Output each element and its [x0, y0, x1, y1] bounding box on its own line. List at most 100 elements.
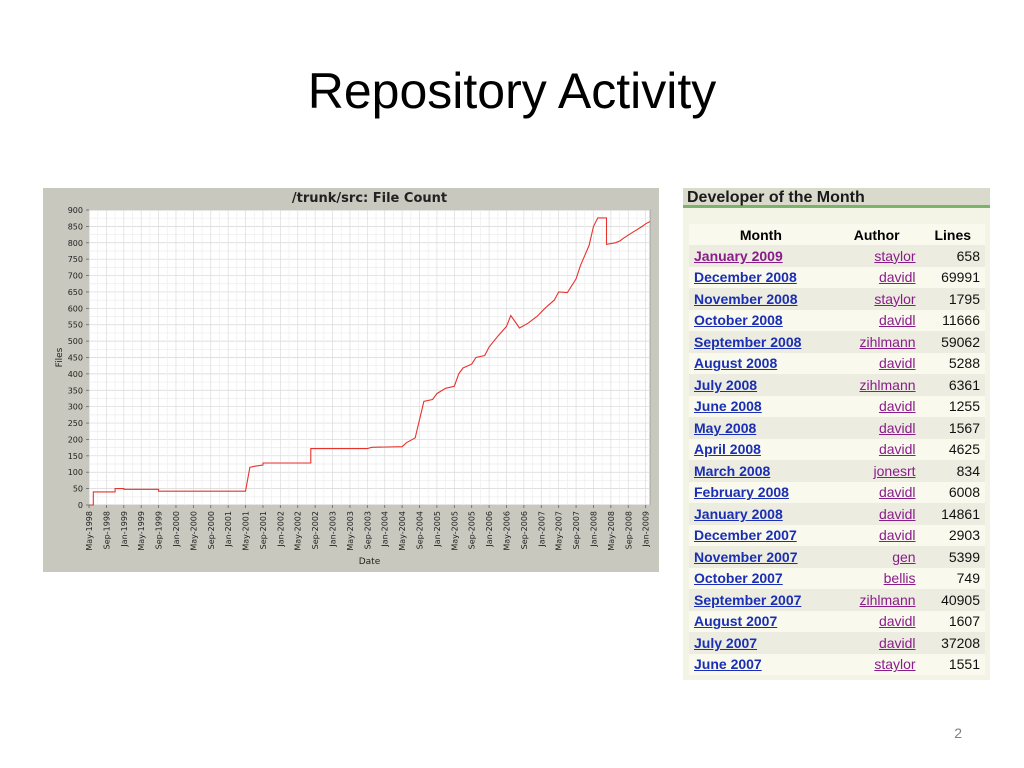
lines-value: 2903 — [948, 527, 980, 544]
author-link[interactable]: davidl — [878, 398, 916, 415]
author-link[interactable]: jonesrt — [873, 462, 916, 479]
y-tick-label: 750 — [68, 255, 83, 264]
author-link[interactable]: zihlmann — [859, 376, 916, 393]
table-row: December 2007 davidl 2903 — [689, 524, 985, 546]
lines-value-cell: 1255 — [920, 395, 985, 417]
author-link[interactable]: davidl — [878, 613, 916, 630]
month-link-cell: September 2007 — [689, 589, 833, 611]
lines-value: 1551 — [948, 656, 980, 673]
month-link[interactable]: January 2008 — [694, 505, 783, 522]
x-tick-label: Jan-2006 — [485, 511, 494, 548]
author-link[interactable]: bellis — [883, 570, 916, 587]
author-link[interactable]: davidl — [878, 269, 916, 286]
author-link-cell: staylor — [832, 653, 921, 675]
x-tick-label: Sep-1999 — [155, 511, 164, 549]
month-link-cell: June 2008 — [689, 395, 833, 417]
month-link[interactable]: July 2008 — [694, 376, 758, 393]
lines-value: 6008 — [948, 484, 980, 501]
x-tick-label: May-2003 — [346, 511, 355, 551]
author-link[interactable]: zihlmann — [859, 333, 916, 350]
lines-value: 5288 — [948, 355, 980, 372]
lines-value: 1567 — [948, 419, 980, 436]
author-link-cell: staylor — [832, 245, 921, 267]
x-tick-label: Jan-1999 — [120, 511, 129, 548]
author-link-cell: gen — [832, 546, 921, 568]
month-link[interactable]: October 2007 — [694, 570, 783, 587]
month-link[interactable]: May 2008 — [694, 419, 757, 436]
lines-value: 59062 — [941, 333, 980, 350]
lines-value-cell: 834 — [920, 460, 985, 482]
file-count-chart: May-1998 Sep-1998 Jan-1999 May-1999 Sep-1999… — [55, 191, 651, 567]
author-link[interactable]: staylor — [874, 290, 916, 307]
author-link[interactable]: staylor — [874, 656, 916, 673]
table-row: February 2008 davidl 6008 — [689, 481, 985, 503]
y-tick-label: 200 — [68, 435, 83, 444]
author-link[interactable]: davidl — [878, 527, 916, 544]
lines-value-cell: 5399 — [920, 546, 985, 568]
table-row: December 2008 davidl 69991 — [689, 266, 985, 288]
author-link-cell: davidl — [832, 309, 921, 331]
month-link[interactable]: November 2008 — [694, 290, 798, 307]
month-link[interactable]: July 2007 — [694, 634, 758, 651]
lines-value: 1607 — [948, 613, 980, 630]
lines-value: 834 — [956, 462, 980, 479]
y-tick-label: 350 — [68, 386, 83, 395]
slide-title: Repository Activity — [307, 63, 717, 119]
author-link[interactable]: davidl — [878, 634, 916, 651]
month-link[interactable]: December 2008 — [694, 269, 797, 286]
month-link[interactable]: August 2008 — [694, 355, 778, 372]
lines-value: 749 — [956, 570, 980, 587]
author-link-cell: jonesrt — [832, 460, 921, 482]
lines-value-cell: 69991 — [920, 266, 985, 288]
author-link[interactable]: davidl — [878, 484, 916, 501]
table-row: June 2007 staylor 1551 — [689, 653, 985, 675]
month-link-cell: October 2008 — [689, 309, 833, 331]
y-tick-label: 150 — [68, 452, 83, 461]
author-link[interactable]: staylor — [874, 247, 916, 264]
author-link[interactable]: davidl — [878, 441, 916, 458]
table-row: June 2008 davidl 1255 — [689, 395, 985, 417]
table-header-row: Month Author Lines — [689, 224, 985, 245]
developer-of-month-table: Month Author Lines January 2009 staylor 65… — [689, 224, 985, 675]
month-link[interactable]: September 2008 — [694, 333, 802, 350]
month-link[interactable]: February 2008 — [694, 484, 789, 501]
month-link-cell: September 2008 — [689, 331, 833, 353]
author-link-cell: staylor — [832, 288, 921, 310]
month-link-cell: October 2007 — [689, 567, 833, 589]
month-link[interactable]: March 2008 — [694, 462, 771, 479]
month-link[interactable]: October 2008 — [694, 312, 783, 329]
month-link-cell: July 2007 — [689, 632, 833, 654]
column-header-lines: Lines — [920, 224, 985, 245]
month-link[interactable]: June 2008 — [694, 398, 762, 415]
y-tick-label: 0 — [78, 501, 83, 510]
author-link[interactable]: davidl — [878, 355, 916, 372]
author-link[interactable]: davidl — [878, 505, 916, 522]
author-link[interactable]: gen — [892, 548, 916, 565]
month-link-cell: January 2008 — [689, 503, 833, 525]
x-tick-label: Jan-2007 — [537, 511, 546, 548]
table-row: November 2008 staylor 1795 — [689, 288, 985, 310]
author-link-cell: davidl — [832, 352, 921, 374]
month-link[interactable]: January 2009 — [694, 247, 783, 264]
month-link[interactable]: September 2007 — [694, 591, 802, 608]
lines-value: 6361 — [948, 376, 980, 393]
table-row: August 2008 davidl 5288 — [689, 352, 985, 374]
x-tick-label: Sep-2000 — [207, 511, 216, 549]
developer-of-month-title: Developer of the Month — [683, 188, 990, 208]
y-tick-label: 550 — [68, 321, 83, 330]
x-tick-label: Jan-2000 — [172, 511, 181, 548]
table-row: January 2008 davidl 14861 — [689, 503, 985, 525]
author-link[interactable]: davidl — [878, 312, 916, 329]
month-link[interactable]: June 2007 — [694, 656, 762, 673]
month-link[interactable]: April 2008 — [694, 441, 761, 458]
author-link[interactable]: zihlmann — [859, 591, 916, 608]
month-link-cell: November 2007 — [689, 546, 833, 568]
month-link[interactable]: December 2007 — [694, 527, 797, 544]
file-count-chart-panel: May-1998 Sep-1998 Jan-1999 May-1999 Sep-1999… — [43, 188, 659, 572]
month-link-cell: March 2008 — [689, 460, 833, 482]
month-link-cell: August 2008 — [689, 352, 833, 374]
author-link[interactable]: davidl — [878, 419, 916, 436]
x-tick-label: Sep-2007 — [572, 511, 581, 549]
month-link[interactable]: November 2007 — [694, 548, 798, 565]
month-link[interactable]: August 2007 — [694, 613, 778, 630]
